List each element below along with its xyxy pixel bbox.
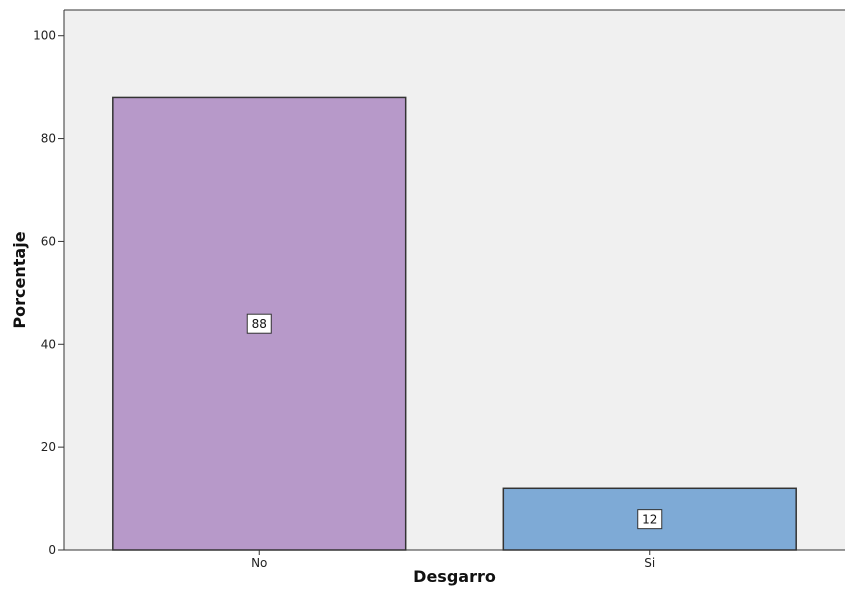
y-axis-title: Porcentaje: [10, 231, 29, 328]
y-tick-label: 100: [33, 29, 56, 43]
data-label-box: [246, 313, 272, 334]
y-tick-label: 0: [48, 543, 56, 557]
bar-no: [112, 96, 407, 551]
data-label-box: [637, 509, 663, 530]
x-axis-ticks: No Si: [251, 550, 655, 570]
data-label: 88: [252, 317, 267, 331]
bars: 88 12: [112, 96, 797, 551]
x-tick-label: Si: [644, 556, 655, 570]
y-tick-label: 40: [41, 337, 56, 351]
y-tick-label: 20: [41, 440, 56, 454]
y-tick-label: 60: [41, 234, 56, 248]
y-tick-label: 80: [41, 132, 56, 146]
x-tick-label: No: [251, 556, 267, 570]
x-axis-title: Desgarro: [413, 567, 496, 586]
data-label: 12: [642, 513, 657, 527]
y-axis-ticks: 0 20 40 60 80 100: [33, 29, 64, 557]
